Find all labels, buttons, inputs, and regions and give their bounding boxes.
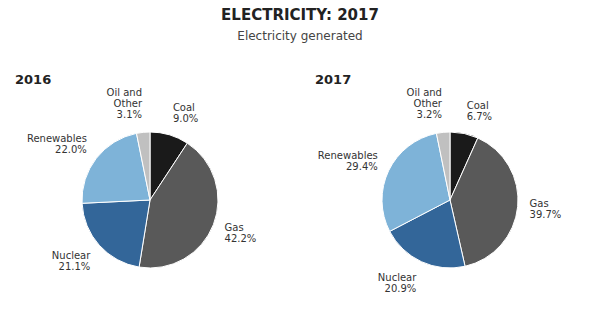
pie [82,132,218,268]
slice [436,132,450,200]
category-label: Renewables [318,150,378,161]
data-label: Oil andOther3.1% [107,87,143,120]
data-label: Gas39.7% [530,198,562,220]
category-label: Coal [173,102,195,113]
slice [82,200,150,267]
value-label: 29.4% [346,161,378,172]
value-label: 20.9% [385,283,417,294]
value-label: 21.1% [59,261,91,272]
value-label: 3.1% [117,109,142,120]
slice [139,143,218,268]
category-label: Oil and [107,87,142,98]
pie [382,132,518,268]
title: ELECTRICITY: 2017 [221,6,379,24]
data-label: Coal9.0% [173,102,198,124]
value-label: 22.0% [55,144,87,155]
category-label: Gas [530,198,549,209]
category-label: Oil and [407,87,442,98]
category-label: Coal [467,100,489,111]
value-label: 9.0% [173,113,198,124]
pie-label: 2017 [315,72,351,87]
value-label: 39.7% [530,209,562,220]
category-label: Gas [225,222,244,233]
value-label: 6.7% [467,111,492,122]
data-label: Nuclear21.1% [52,250,91,272]
subtitle: Electricity generated [237,29,362,43]
category-label: Other [414,98,443,109]
data-label: Renewables22.0% [27,133,87,155]
pie-label: 2016 [15,72,51,87]
data-label: Gas42.2% [225,222,257,244]
data-label: Renewables29.4% [318,150,378,172]
value-label: 42.2% [225,233,257,244]
category-label: Nuclear [378,272,417,283]
data-label: Nuclear20.9% [378,272,417,294]
category-label: Renewables [27,133,87,144]
category-label: Other [114,98,143,109]
data-label: Coal6.7% [467,100,492,122]
slice [136,132,150,200]
value-label: 3.2% [417,109,442,120]
data-label: Oil andOther3.2% [407,87,443,120]
category-label: Nuclear [52,250,91,261]
chart: ELECTRICITY: 2017 Electricity generated 20… [0,0,600,323]
